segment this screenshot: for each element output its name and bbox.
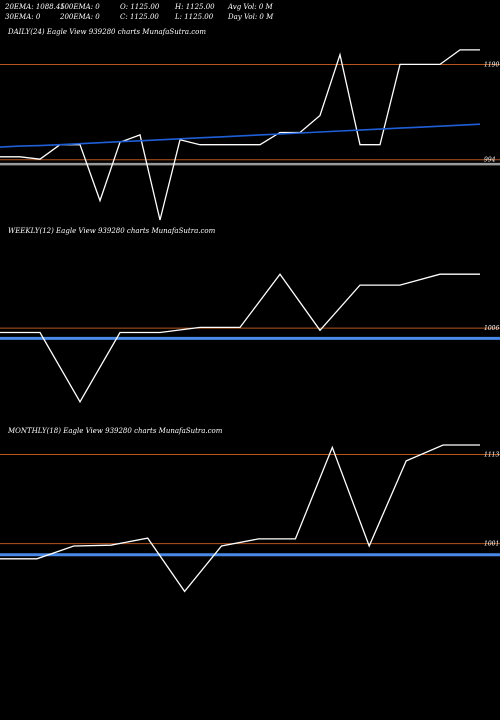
header-low: L: 1125.00 (175, 13, 214, 21)
weekly-chart: 1006 (0, 273, 500, 404)
monthly-price-line (0, 444, 480, 593)
header-ema20: 20EMA: 1088.45 (5, 3, 65, 11)
daily-level-label-0: 1190 (484, 61, 499, 68)
monthly-level-label-1: 1001 (484, 541, 499, 548)
daily-price-line (0, 49, 480, 221)
header-avg-vol: Avg Vol: 0 M (228, 3, 273, 11)
header-ema200: 200EMA: 0 (60, 13, 100, 21)
daily-chart: 1190 994 (0, 49, 500, 221)
header-day-vol: Day Vol: 0 M (228, 13, 274, 21)
weekly-level-label-0: 1006 (484, 325, 499, 332)
daily-level-label-1: 994 (484, 157, 496, 164)
header-close: C: 1125.00 (120, 13, 159, 21)
monthly-level-label-0: 1113 (484, 452, 499, 459)
header-high: H: 1125.00 (175, 3, 215, 11)
daily-ema-line (0, 123, 481, 148)
weekly-price-line (0, 273, 480, 404)
header-ema100: 100EMA: 0 (60, 3, 100, 11)
monthly-chart: 1113 1001 (0, 444, 500, 593)
header-open: O: 1125.00 (120, 3, 160, 11)
header-ema30: 30EMA: 0 (5, 13, 41, 21)
monthly-panel-label: MONTHLY(18) Eagle View 939280 charts Mun… (8, 427, 223, 435)
daily-panel-label: DAILY(24) Eagle View 939280 charts Munaf… (8, 28, 207, 36)
weekly-panel-label: WEEKLY(12) Eagle View 939280 charts Muna… (8, 227, 216, 235)
